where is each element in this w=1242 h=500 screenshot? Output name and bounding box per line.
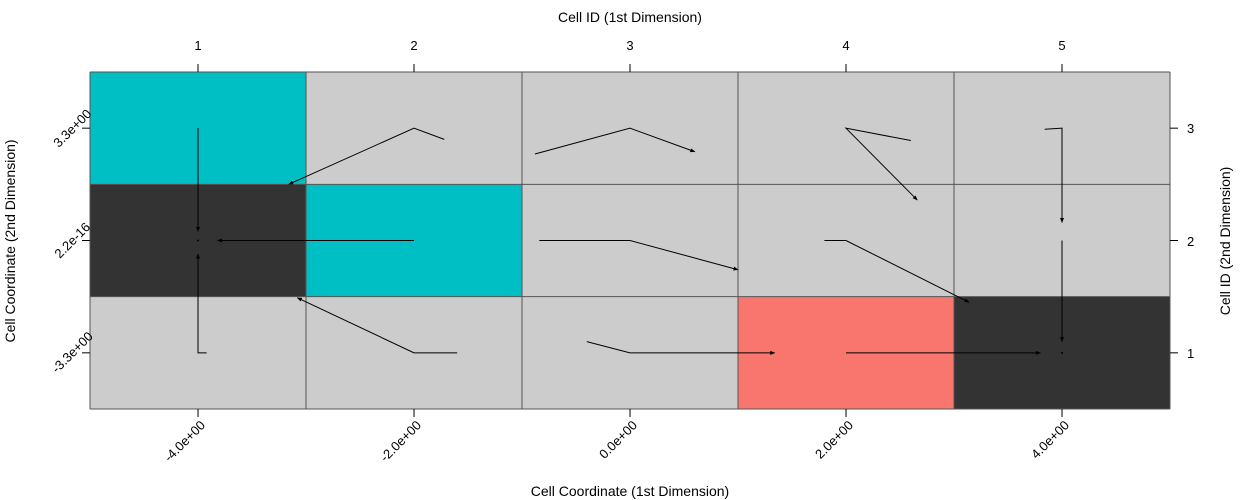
right-tick-labels: 1 2 3 — [1187, 121, 1194, 361]
transition-arrow — [288, 127, 445, 185]
right-axis-title: Cell ID (2nd Dimension) — [1217, 167, 1233, 316]
bottom-axis-title: Cell Coordinate (1st Dimension) — [531, 483, 729, 499]
top-axis-title: Cell ID (1st Dimension) — [558, 9, 702, 25]
right-tick-label: 2 — [1187, 234, 1194, 249]
left-axis-title: Cell Coordinate (2nd Dimension) — [2, 139, 18, 342]
top-tick-label: 3 — [626, 38, 633, 53]
top-tick-label: 4 — [842, 38, 849, 53]
transition-arrow — [196, 253, 207, 354]
transition-arrow — [586, 341, 776, 355]
ticks-layer — [82, 64, 1178, 417]
transition-point — [197, 239, 199, 242]
bottom-tick-label: -2.0e+00 — [377, 418, 424, 465]
right-tick-label: 1 — [1187, 346, 1194, 361]
top-tick-label: 5 — [1058, 38, 1065, 53]
right-tick-label: 3 — [1187, 121, 1194, 136]
transition-arrow — [844, 127, 918, 201]
transition-arrow — [1044, 127, 1064, 224]
bottom-tick-label: 2.0e+00 — [812, 418, 856, 462]
bottom-tick-labels: -4.0e+00 -2.0e+00 0.0e+00 2.0e+00 4.0e+0… — [161, 418, 1072, 465]
transition-arrow — [534, 127, 696, 155]
top-tick-label: 1 — [194, 38, 201, 53]
transition-arrow — [824, 240, 970, 303]
bottom-tick-label: 4.0e+00 — [1028, 418, 1072, 462]
left-tick-label: -3.3e+00 — [49, 329, 96, 376]
bottom-tick-label: 0.0e+00 — [596, 418, 640, 462]
top-tick-labels: 1 2 3 4 5 — [194, 38, 1065, 53]
top-tick-label: 2 — [410, 38, 417, 53]
transition-point — [1061, 351, 1063, 354]
bottom-tick-label: -4.0e+00 — [161, 418, 208, 465]
arrows-layer — [196, 127, 1064, 355]
left-tick-labels: -3.3e+00 2.2e-16 3.3e+00 — [49, 106, 96, 376]
transition-arrow — [539, 240, 739, 271]
transition-arrow — [296, 297, 458, 354]
